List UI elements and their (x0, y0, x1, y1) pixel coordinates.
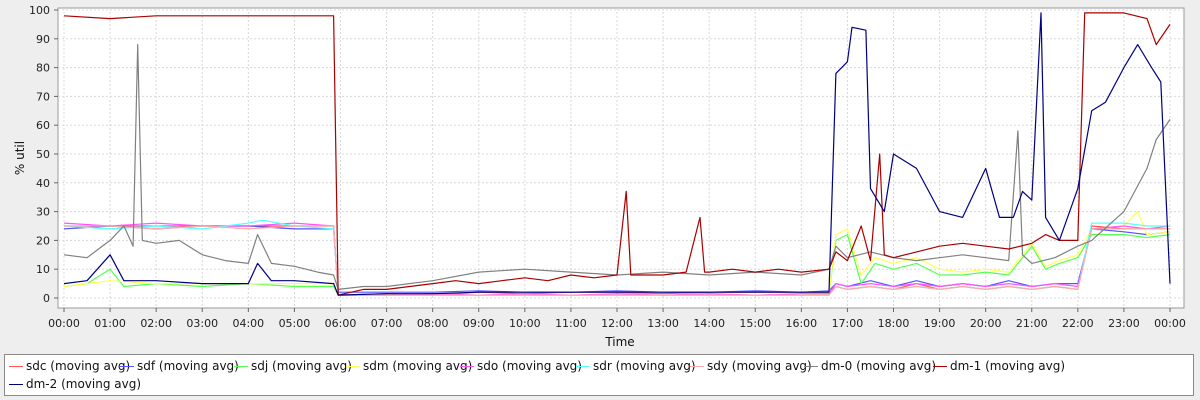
x-tick-label: 15:00 (739, 317, 771, 330)
x-tick-label: 01:00 (94, 317, 126, 330)
legend-label: dm-1 (moving avg) (950, 359, 1066, 373)
legend-label: sdc (moving avg) (26, 359, 131, 373)
x-tick-label: 11:00 (555, 317, 587, 330)
x-tick-label: 12:00 (601, 317, 633, 330)
x-tick-label: 23:00 (1108, 317, 1140, 330)
legend-swatch (576, 366, 590, 367)
x-tick-label: 16:00 (785, 317, 817, 330)
legend-swatch (933, 366, 947, 367)
legend-label: sdf (moving avg) (137, 359, 239, 373)
x-tick-label: 13:00 (647, 317, 679, 330)
legend: sdc (moving avg) sdf (moving avg) sdj (mov… (4, 354, 1194, 396)
y-tick-label: 0 (43, 292, 50, 305)
y-tick-label: 60 (36, 119, 50, 132)
legend-label: sdm (moving avg) (363, 359, 473, 373)
legend-swatch (460, 366, 474, 367)
legend-label: sdr (moving avg) (593, 359, 696, 373)
x-tick-label: 07:00 (371, 317, 403, 330)
legend-label: sdj (moving avg) (251, 359, 352, 373)
y-tick-label: 90 (36, 33, 50, 46)
x-tick-label: 09:00 (463, 317, 495, 330)
y-axis-label: % util (13, 141, 27, 175)
series-line-6 (64, 225, 1170, 296)
legend-swatch (120, 366, 134, 367)
x-axis-label: Time (604, 335, 634, 349)
x-tick-label: 20:00 (970, 317, 1002, 330)
x-tick-label: 14:00 (693, 317, 725, 330)
legend-swatch (346, 366, 360, 367)
series-line-4 (63, 222, 1171, 296)
y-tick-label: 40 (36, 177, 50, 190)
x-tick-label: 00:00 (1154, 317, 1186, 330)
series-line-9 (63, 12, 1171, 296)
x-tick-label: 02:00 (140, 317, 172, 330)
x-tick-label: 19:00 (924, 317, 956, 330)
x-tick-label: 10:00 (509, 317, 541, 330)
legend-label: sdy (moving avg) (707, 359, 812, 373)
x-tick-label: 18:00 (878, 317, 910, 330)
legend-swatch (9, 366, 23, 367)
legend-label: sdo (moving avg) (477, 359, 582, 373)
y-axis: 0 10 20 30 40 50 60 70 80 90 100 (29, 4, 58, 305)
x-tick-label: 05:00 (279, 317, 311, 330)
x-tick-label: 04:00 (232, 317, 264, 330)
legend-label: dm-2 (moving avg) (26, 377, 142, 391)
legend-swatch (234, 366, 248, 367)
x-tick-label: 03:00 (186, 317, 218, 330)
y-tick-label: 30 (36, 206, 50, 219)
legend-swatch (9, 384, 23, 385)
line-chart: 0 10 20 30 40 50 60 70 80 90 100 00:00 01:00 02:00 03… (13, 4, 1186, 349)
legend-label: dm-0 (moving avg) (821, 359, 937, 373)
y-tick-label: 70 (36, 90, 50, 103)
y-tick-label: 100 (29, 4, 50, 17)
x-tick-label: 00:00 (48, 317, 80, 330)
plot-area (57, 7, 1185, 309)
legend-swatch (690, 366, 704, 367)
y-tick-label: 50 (36, 148, 50, 161)
series-line-8 (63, 12, 1171, 296)
series-lines (63, 12, 1171, 296)
y-tick-label: 10 (36, 263, 50, 276)
x-tick-label: 08:00 (417, 317, 449, 330)
x-tick-label: 21:00 (1016, 317, 1048, 330)
y-tick-label: 20 (36, 234, 50, 247)
x-tick-label: 22:00 (1062, 317, 1094, 330)
x-tick-label: 06:00 (325, 317, 357, 330)
y-tick-label: 80 (36, 62, 50, 75)
x-tick-label: 17:00 (832, 317, 864, 330)
x-axis: 00:00 01:00 02:00 03:00 04:00 05:00 06:00 07:00… (48, 308, 1186, 330)
legend-swatch (804, 366, 818, 367)
